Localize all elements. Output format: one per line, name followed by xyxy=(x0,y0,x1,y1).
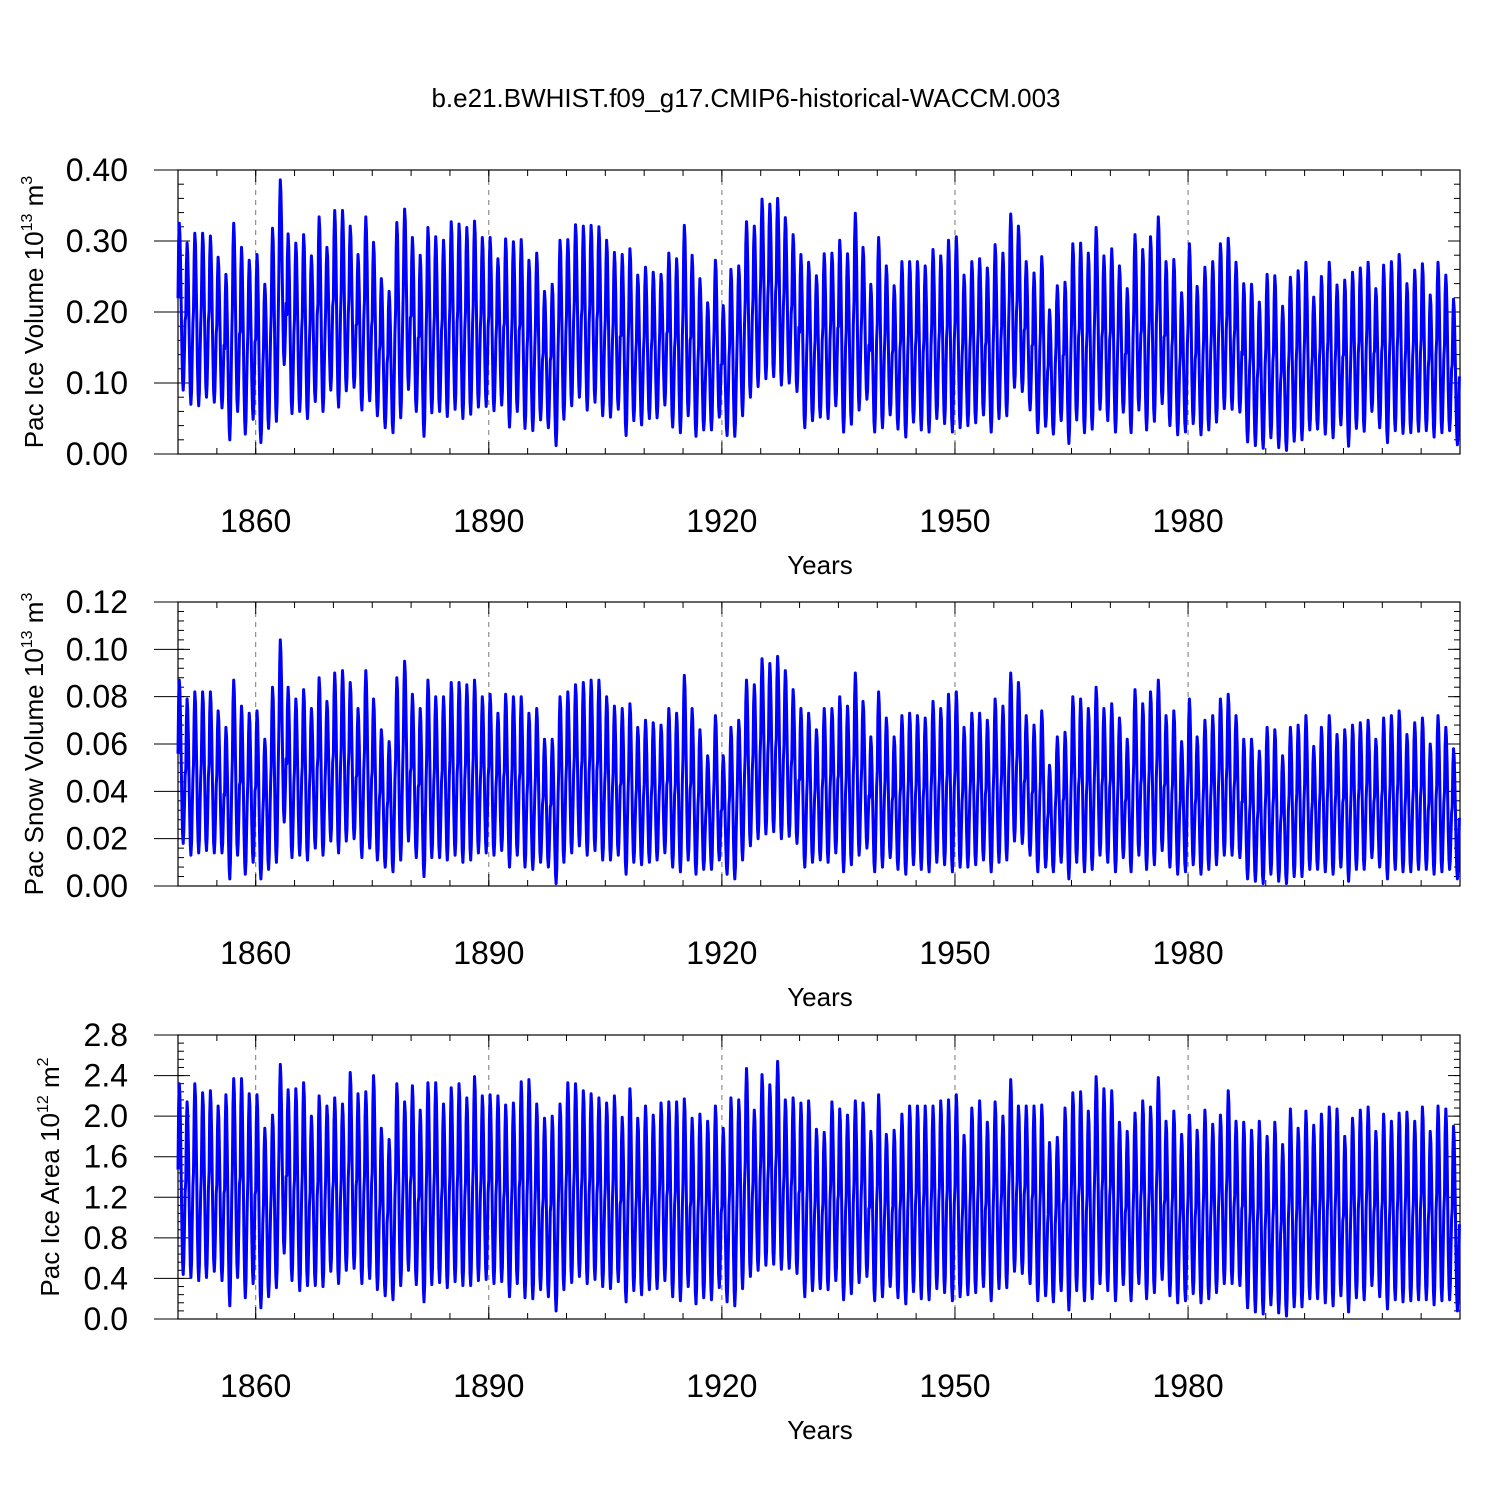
y-tick-label: 0.08 xyxy=(66,679,128,715)
y-tick-label: 0.10 xyxy=(66,631,128,667)
x-tick-label: 1920 xyxy=(686,935,757,971)
x-tick-label: 1980 xyxy=(1152,935,1223,971)
figure-title: b.e21.BWHIST.f09_g17.CMIP6-historical-WA… xyxy=(431,83,1060,113)
x-axis-label: Years xyxy=(787,1415,853,1445)
panel-2: 1860 1890 1920 1950 1980 0.00 0.02 0.04 0.06 0.08… xyxy=(19,584,1461,1012)
y-axis-label: Pac Snow Volume 1013 m3 xyxy=(19,593,49,896)
y-tick-label: 0.20 xyxy=(66,294,128,330)
y-tick-label: 2.4 xyxy=(84,1058,128,1094)
x-axis-label: Years xyxy=(787,550,853,580)
y-tick-label: 0.40 xyxy=(66,152,128,188)
y-tick-label: 1.2 xyxy=(84,1179,128,1215)
y-tick-label: 0.04 xyxy=(66,773,128,809)
x-tick-label: 1920 xyxy=(686,503,757,539)
series-line xyxy=(176,178,1461,452)
panels: 1860 1890 1920 1950 19800.000.100.200.300.40… xyxy=(19,152,1461,1445)
x-tick-label: 1860 xyxy=(220,1368,291,1404)
plot-frame xyxy=(177,1034,1461,1320)
series-line xyxy=(176,1059,1461,1318)
y-tick-label: 0.12 xyxy=(66,584,128,620)
x-tick-label: 1890 xyxy=(453,1368,524,1404)
x-tick-label: 1920 xyxy=(686,1368,757,1404)
x-tick-label: 1890 xyxy=(453,935,524,971)
y-tick-label: 0.00 xyxy=(66,436,128,472)
y-axis-label: Pac Ice Volume 1013 m3 xyxy=(19,176,49,449)
y-tick-label: 2.0 xyxy=(84,1098,128,1134)
panel-3: 1860 1890 1920 1950 1980 0.0 0.4 0.8 1.2 1.6 2.0 2.… xyxy=(35,1017,1461,1445)
y-tick-label: 0.4 xyxy=(84,1260,128,1296)
x-tick-label: 1950 xyxy=(919,935,990,971)
series-line xyxy=(176,638,1461,886)
y-tick-label: 0.8 xyxy=(84,1220,128,1256)
y-tick-label: 0.00 xyxy=(66,868,128,904)
y-tick-label: 0.30 xyxy=(66,223,128,259)
x-tick-label: 1860 xyxy=(220,935,291,971)
y-tick-label: 1.6 xyxy=(84,1139,128,1175)
y-tick-label: 2.8 xyxy=(84,1017,128,1053)
y-tick-label: 0.0 xyxy=(84,1301,128,1337)
x-tick-label: 1860 xyxy=(220,503,291,539)
y-tick-label: 0.06 xyxy=(66,726,128,762)
y-tick-label: 0.10 xyxy=(66,365,128,401)
y-axis-label: Pac Ice Area 1012 m2 xyxy=(35,1057,65,1296)
x-axis-label: Years xyxy=(787,982,853,1012)
y-tick-label: 0.02 xyxy=(66,821,128,857)
x-tick-label: 1980 xyxy=(1152,1368,1223,1404)
plot-frame xyxy=(177,169,1461,455)
x-tick-label: 1950 xyxy=(919,503,990,539)
x-tick-label: 1950 xyxy=(919,1368,990,1404)
panel-1: 1860 1890 1920 1950 1980 0.00 0.10 0.20 0.30 0.40… xyxy=(19,152,1461,580)
x-tick-label: 1890 xyxy=(453,503,524,539)
x-tick-label: 1980 xyxy=(1152,503,1223,539)
